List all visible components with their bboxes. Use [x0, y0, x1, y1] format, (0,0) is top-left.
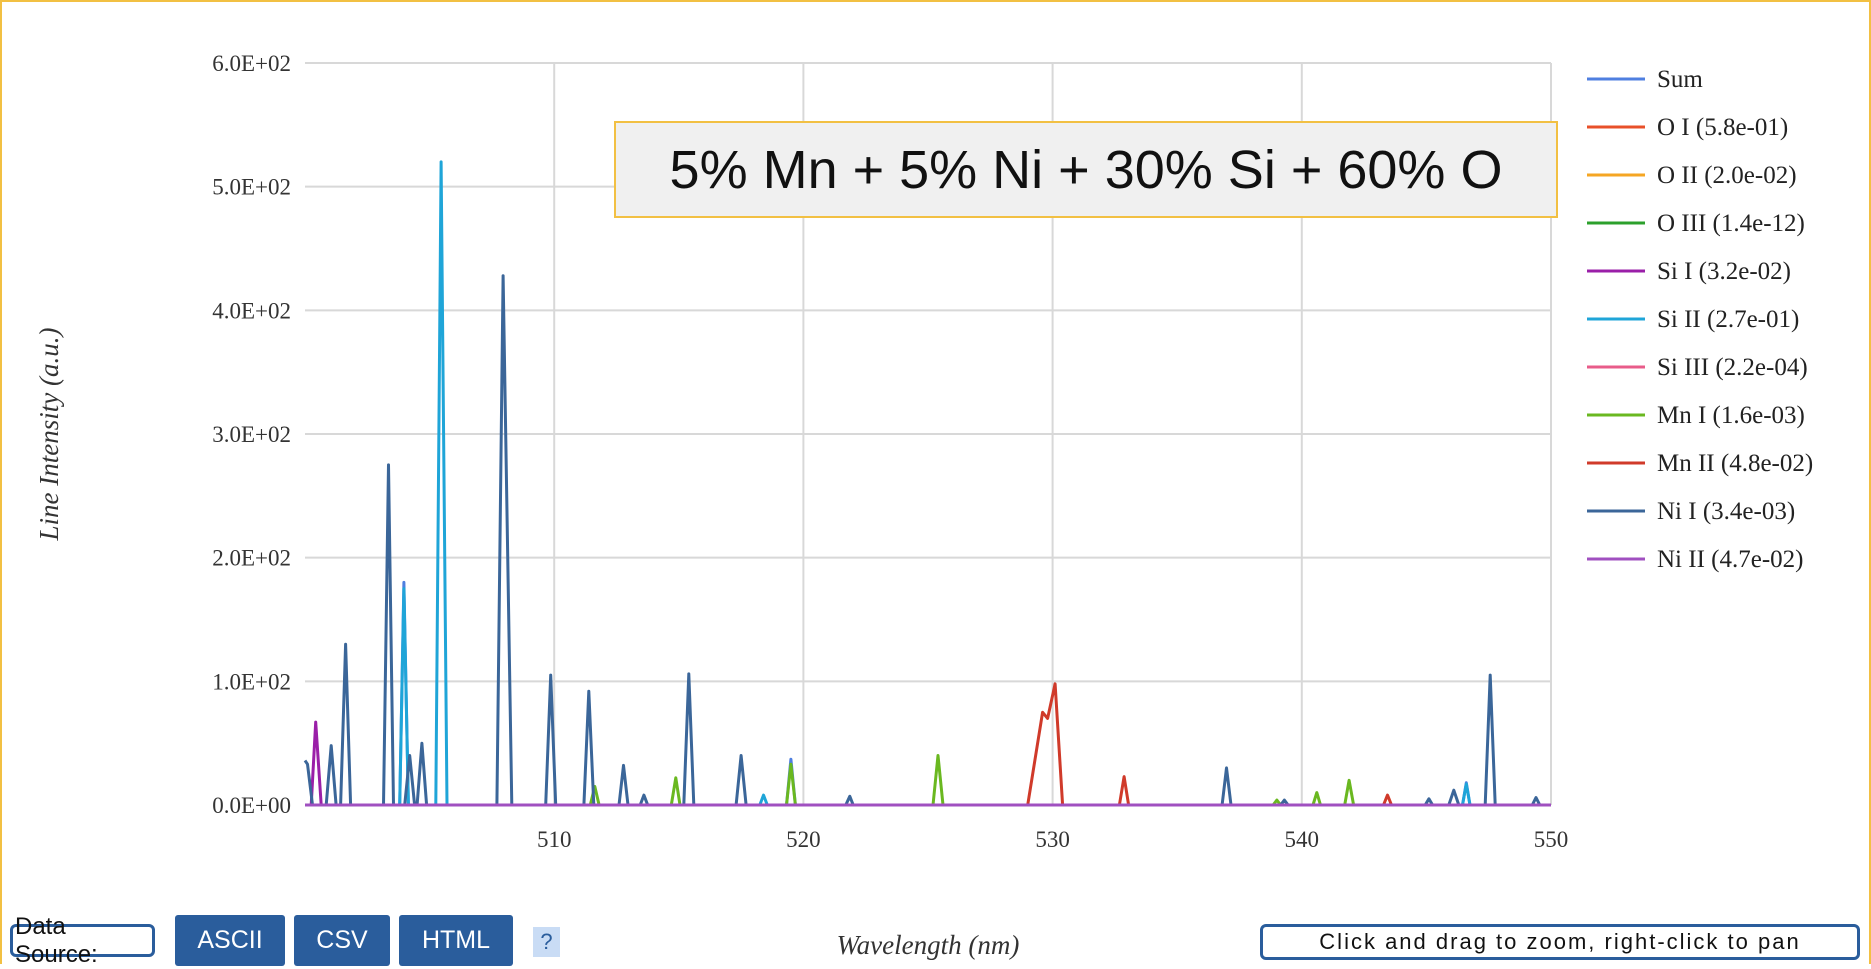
legend-label: Mn II (4.8e-02)	[1657, 450, 1813, 477]
series-line	[305, 160, 1551, 807]
zoom-hint: Click and drag to zoom, right-click to p…	[1260, 924, 1860, 960]
y-tick-label: 4.0E+02	[212, 298, 291, 323]
legend-label: Mn I (1.6e-03)	[1657, 402, 1805, 429]
legend-label: O II (2.0e-02)	[1657, 162, 1797, 189]
legend-label: O I (5.8e-01)	[1657, 114, 1788, 141]
series-line	[305, 580, 1551, 807]
y-tick-label: 3.0E+02	[212, 422, 291, 447]
annotation: 5% Mn + 5% Ni + 30% Si + 60% O	[614, 121, 1558, 218]
x-tick-label: 530	[1035, 827, 1070, 852]
y-axis-label: Line Intensity (a.u.)	[34, 328, 64, 542]
legend-label: Ni II (4.7e-02)	[1657, 546, 1803, 573]
x-tick-label: 510	[537, 827, 572, 852]
csv-button[interactable]: CSV	[294, 915, 390, 966]
legend-label: Si III (2.2e-04)	[1657, 354, 1808, 381]
y-tick-label: 2.0E+02	[212, 546, 291, 571]
data-source-label: Data Source:	[10, 913, 155, 968]
y-tick-label: 5.0E+02	[212, 175, 291, 200]
legend-label: Si II (2.7e-01)	[1657, 306, 1799, 333]
x-tick-label: 520	[786, 827, 821, 852]
legend-label: Si I (3.2e-02)	[1657, 258, 1791, 285]
series-line	[305, 754, 1551, 807]
x-tick-label: 550	[1534, 827, 1569, 852]
legend-label: O III (1.4e-12)	[1657, 210, 1805, 237]
x-axis-label: Wavelength (nm)	[837, 930, 1020, 960]
html-button[interactable]: HTML	[399, 915, 513, 966]
legend-label: Sum	[1657, 66, 1703, 93]
series-line	[305, 720, 1551, 807]
y-tick-label: 0.0E+00	[212, 793, 291, 818]
y-tick-label: 6.0E+02	[212, 51, 291, 76]
ascii-button[interactable]: ASCII	[175, 915, 285, 966]
series-line	[305, 682, 1551, 807]
series-line	[303, 274, 1551, 807]
help-button[interactable]: ?	[533, 927, 560, 957]
y-tick-label: 1.0E+02	[212, 669, 291, 694]
x-tick-label: 540	[1285, 827, 1320, 852]
legend-label: Ni I (3.4e-03)	[1657, 498, 1795, 525]
